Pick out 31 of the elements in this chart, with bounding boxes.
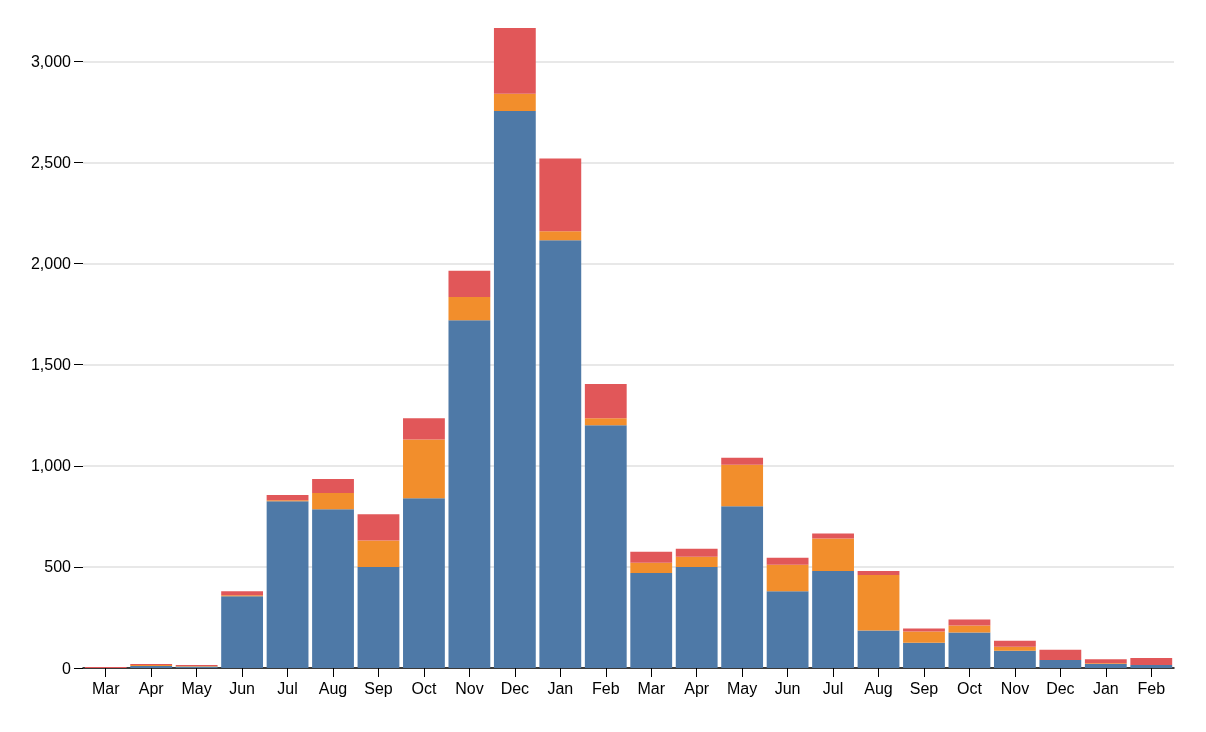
y-tick-label: 500 (44, 558, 72, 576)
x-tick-label: May (181, 679, 212, 697)
x-tick-label: Apr (138, 679, 165, 697)
x-tick-label: Mar (91, 679, 121, 697)
x-tick-label: Nov (455, 679, 484, 697)
y-tick-label: 0 (62, 659, 72, 677)
x-tick-label: Aug (864, 679, 893, 697)
y-tick-label: 3,000 (30, 52, 72, 70)
y-tick-label: 1,000 (30, 457, 72, 475)
x-tick-label: Jul (277, 679, 298, 697)
x-tick-label: Nov (1000, 679, 1030, 697)
y-tick-label: 2,500 (30, 153, 72, 171)
x-tick-label: Jun (774, 679, 801, 697)
x-tick-label: Jun (229, 679, 255, 697)
y-tick-label: 2,000 (30, 255, 72, 273)
x-tick-label: May (727, 679, 758, 697)
x-tick-label: Feb (1137, 679, 1166, 697)
y-tick-label: 1,500 (30, 356, 72, 374)
x-tick-label: Jan (547, 679, 574, 697)
x-tick-label: Apr (684, 679, 710, 697)
x-tick-label: Dec (500, 679, 530, 697)
x-tick-label: Dec (1046, 679, 1075, 697)
x-tick-label: Mar (637, 679, 666, 697)
x-tick-label: Aug (318, 679, 348, 697)
x-tick-label: Oct (956, 679, 983, 697)
x-tick-label: Jan (1092, 679, 1119, 697)
x-tick-label: Jul (822, 679, 844, 697)
x-tick-label: Feb (591, 679, 620, 697)
x-tick-label: Sep (909, 679, 939, 697)
x-tick-label: Sep (364, 679, 393, 697)
x-tick-label: Oct (411, 679, 437, 697)
